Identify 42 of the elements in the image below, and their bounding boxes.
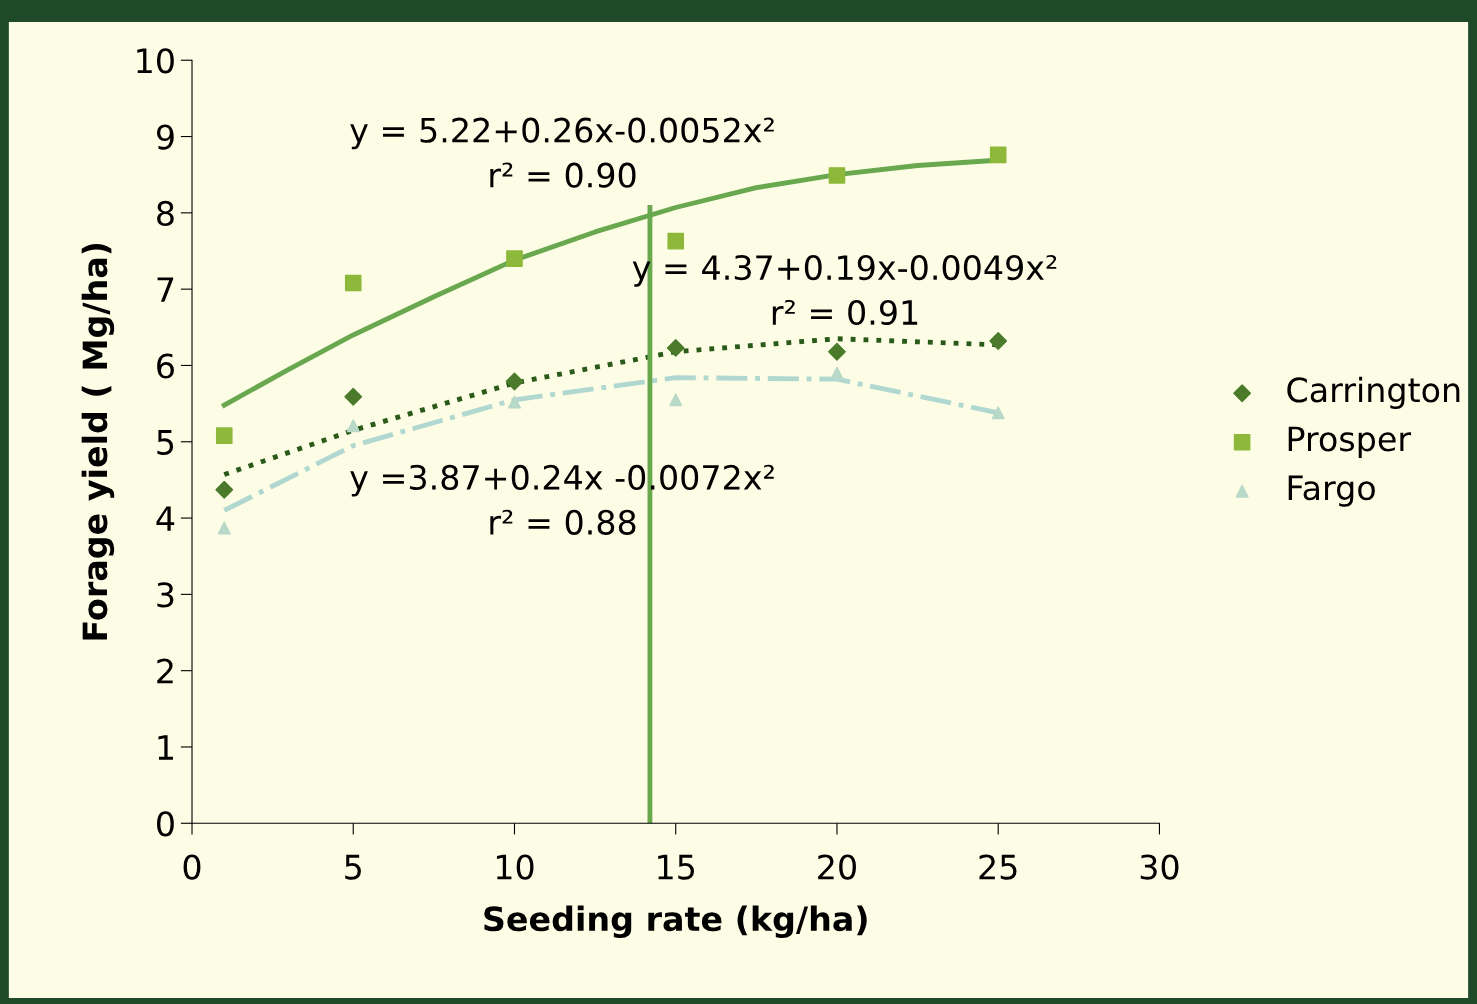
point: [215, 427, 233, 444]
point: [217, 521, 231, 535]
point: [989, 332, 1008, 350]
y-tick-label: 4: [156, 506, 175, 531]
y-tick-label: 6: [157, 353, 174, 379]
y-axis-title: Forage yield ( Mg/ha): [81, 243, 115, 640]
y-tick-label: 9: [156, 124, 174, 150]
legend-label: Fargo: [1288, 475, 1375, 507]
y-tick-label: 1: [158, 735, 173, 760]
point: [346, 419, 360, 433]
y-tick-label: 5: [157, 430, 174, 455]
x-tick-label: 30: [1140, 854, 1179, 880]
y-tick-label: 7: [157, 277, 174, 302]
point: [215, 480, 234, 499]
x-tick-label: 5: [345, 854, 361, 880]
point: [828, 342, 846, 361]
point: [667, 232, 685, 250]
point: [344, 387, 363, 406]
x-tick-label: 15: [658, 854, 695, 880]
point: [505, 372, 524, 391]
point: [344, 274, 362, 292]
y-tick-label: 10: [137, 48, 174, 74]
x-axis-title: Seeding rate (kg/ha): [484, 905, 867, 939]
x-tick-label: 0: [183, 854, 201, 880]
point: [669, 393, 683, 407]
legend-label: Carrington: [1287, 376, 1460, 409]
annotation: y = 5.22+0.26x-0.0052x² r² = 0.90: [350, 117, 774, 188]
x-tick-label: 25: [979, 854, 1017, 880]
point: [506, 250, 523, 267]
point: [830, 366, 844, 380]
y-tick-label: 8: [157, 200, 174, 226]
point: [991, 406, 1005, 420]
x-tick-label: 10: [496, 854, 534, 880]
point: [989, 146, 1007, 164]
y-tick-label: 0: [157, 811, 174, 837]
y-tick-label: 3: [157, 582, 174, 608]
point: [666, 338, 685, 357]
x-tick-label: 20: [818, 854, 856, 880]
legend-label: Prosper: [1288, 426, 1412, 458]
point: [507, 395, 521, 409]
y-tick-label: 2: [157, 658, 173, 684]
point: [828, 167, 846, 184]
